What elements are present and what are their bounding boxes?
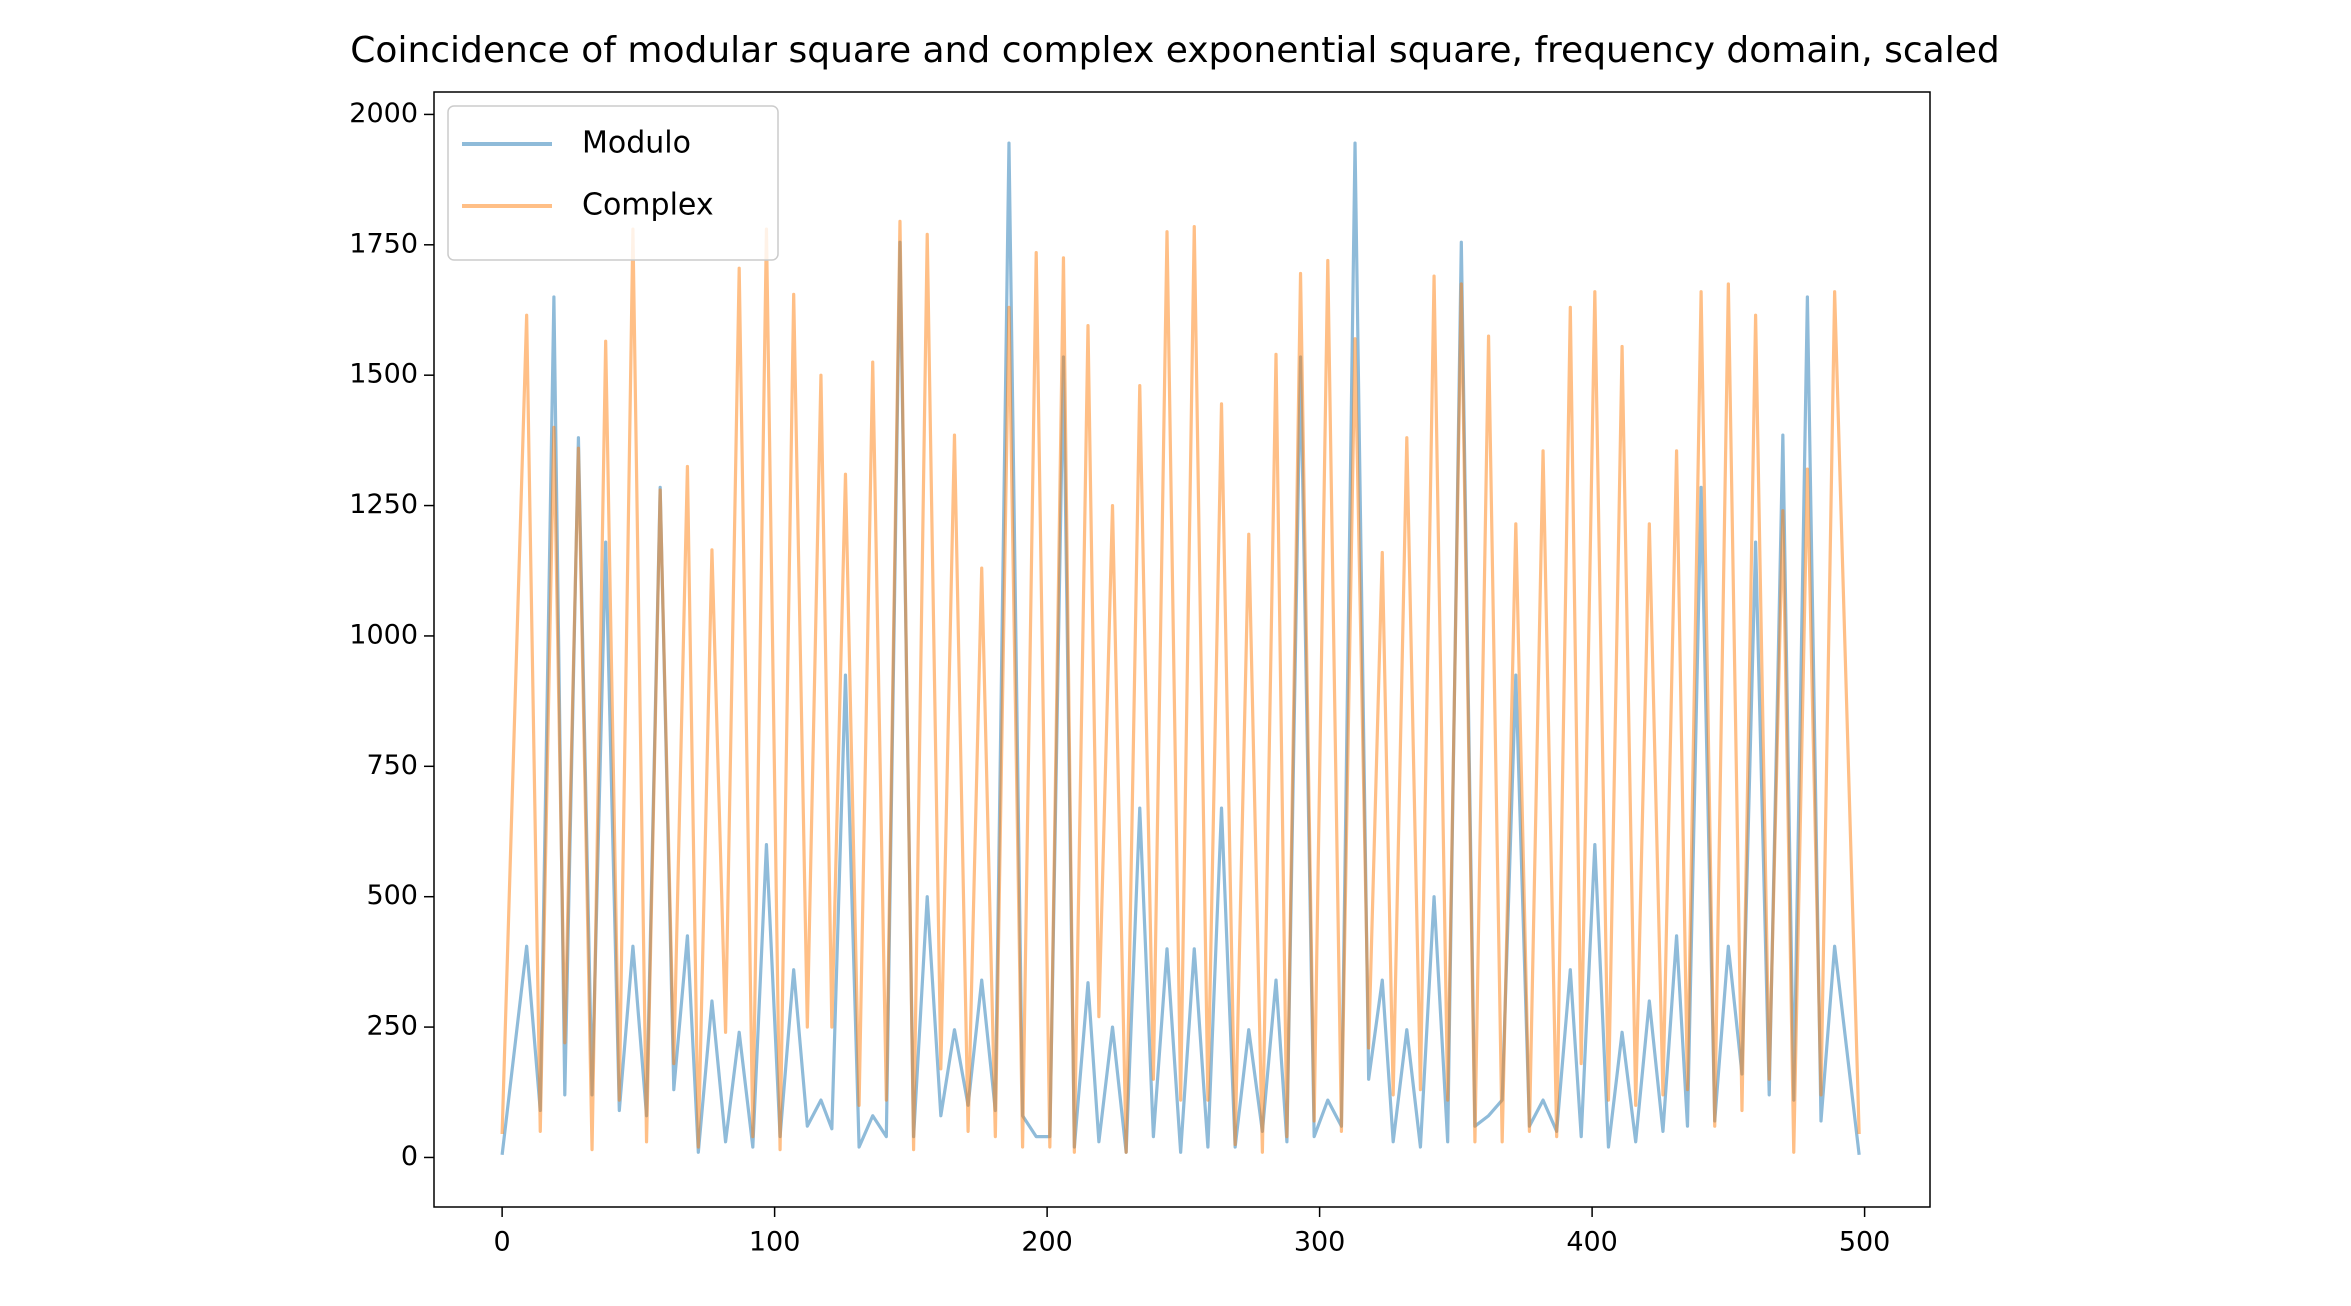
x-tick-label: 400 (1566, 1227, 1618, 1258)
series-line (500, 141, 1861, 1156)
y-tick-label: 2000 (349, 98, 418, 129)
series-line (500, 219, 1861, 1154)
x-tick-label: 0 (494, 1227, 511, 1258)
x-tick-label: 300 (1294, 1227, 1346, 1258)
y-tick-label: 1750 (349, 228, 418, 259)
legend-label: Modulo (582, 126, 691, 161)
x-tick-label: 200 (1021, 1227, 1073, 1258)
axes-frame (433, 91, 1931, 1208)
y-tick-label: 1500 (349, 359, 418, 390)
chart-title: Coincidence of modular square and comple… (350, 30, 1999, 71)
y-tick-label: 1000 (349, 619, 418, 650)
y-tick-label: 1250 (349, 489, 418, 520)
x-tick-label: 500 (1839, 1227, 1891, 1258)
y-tick-label: 500 (366, 880, 418, 911)
legend-label: Complex (582, 188, 714, 223)
x-tick-label: 100 (749, 1227, 801, 1258)
y-tick-label: 250 (366, 1011, 418, 1042)
y-tick-label: 0 (401, 1141, 418, 1172)
y-tick-label: 750 (366, 750, 418, 781)
